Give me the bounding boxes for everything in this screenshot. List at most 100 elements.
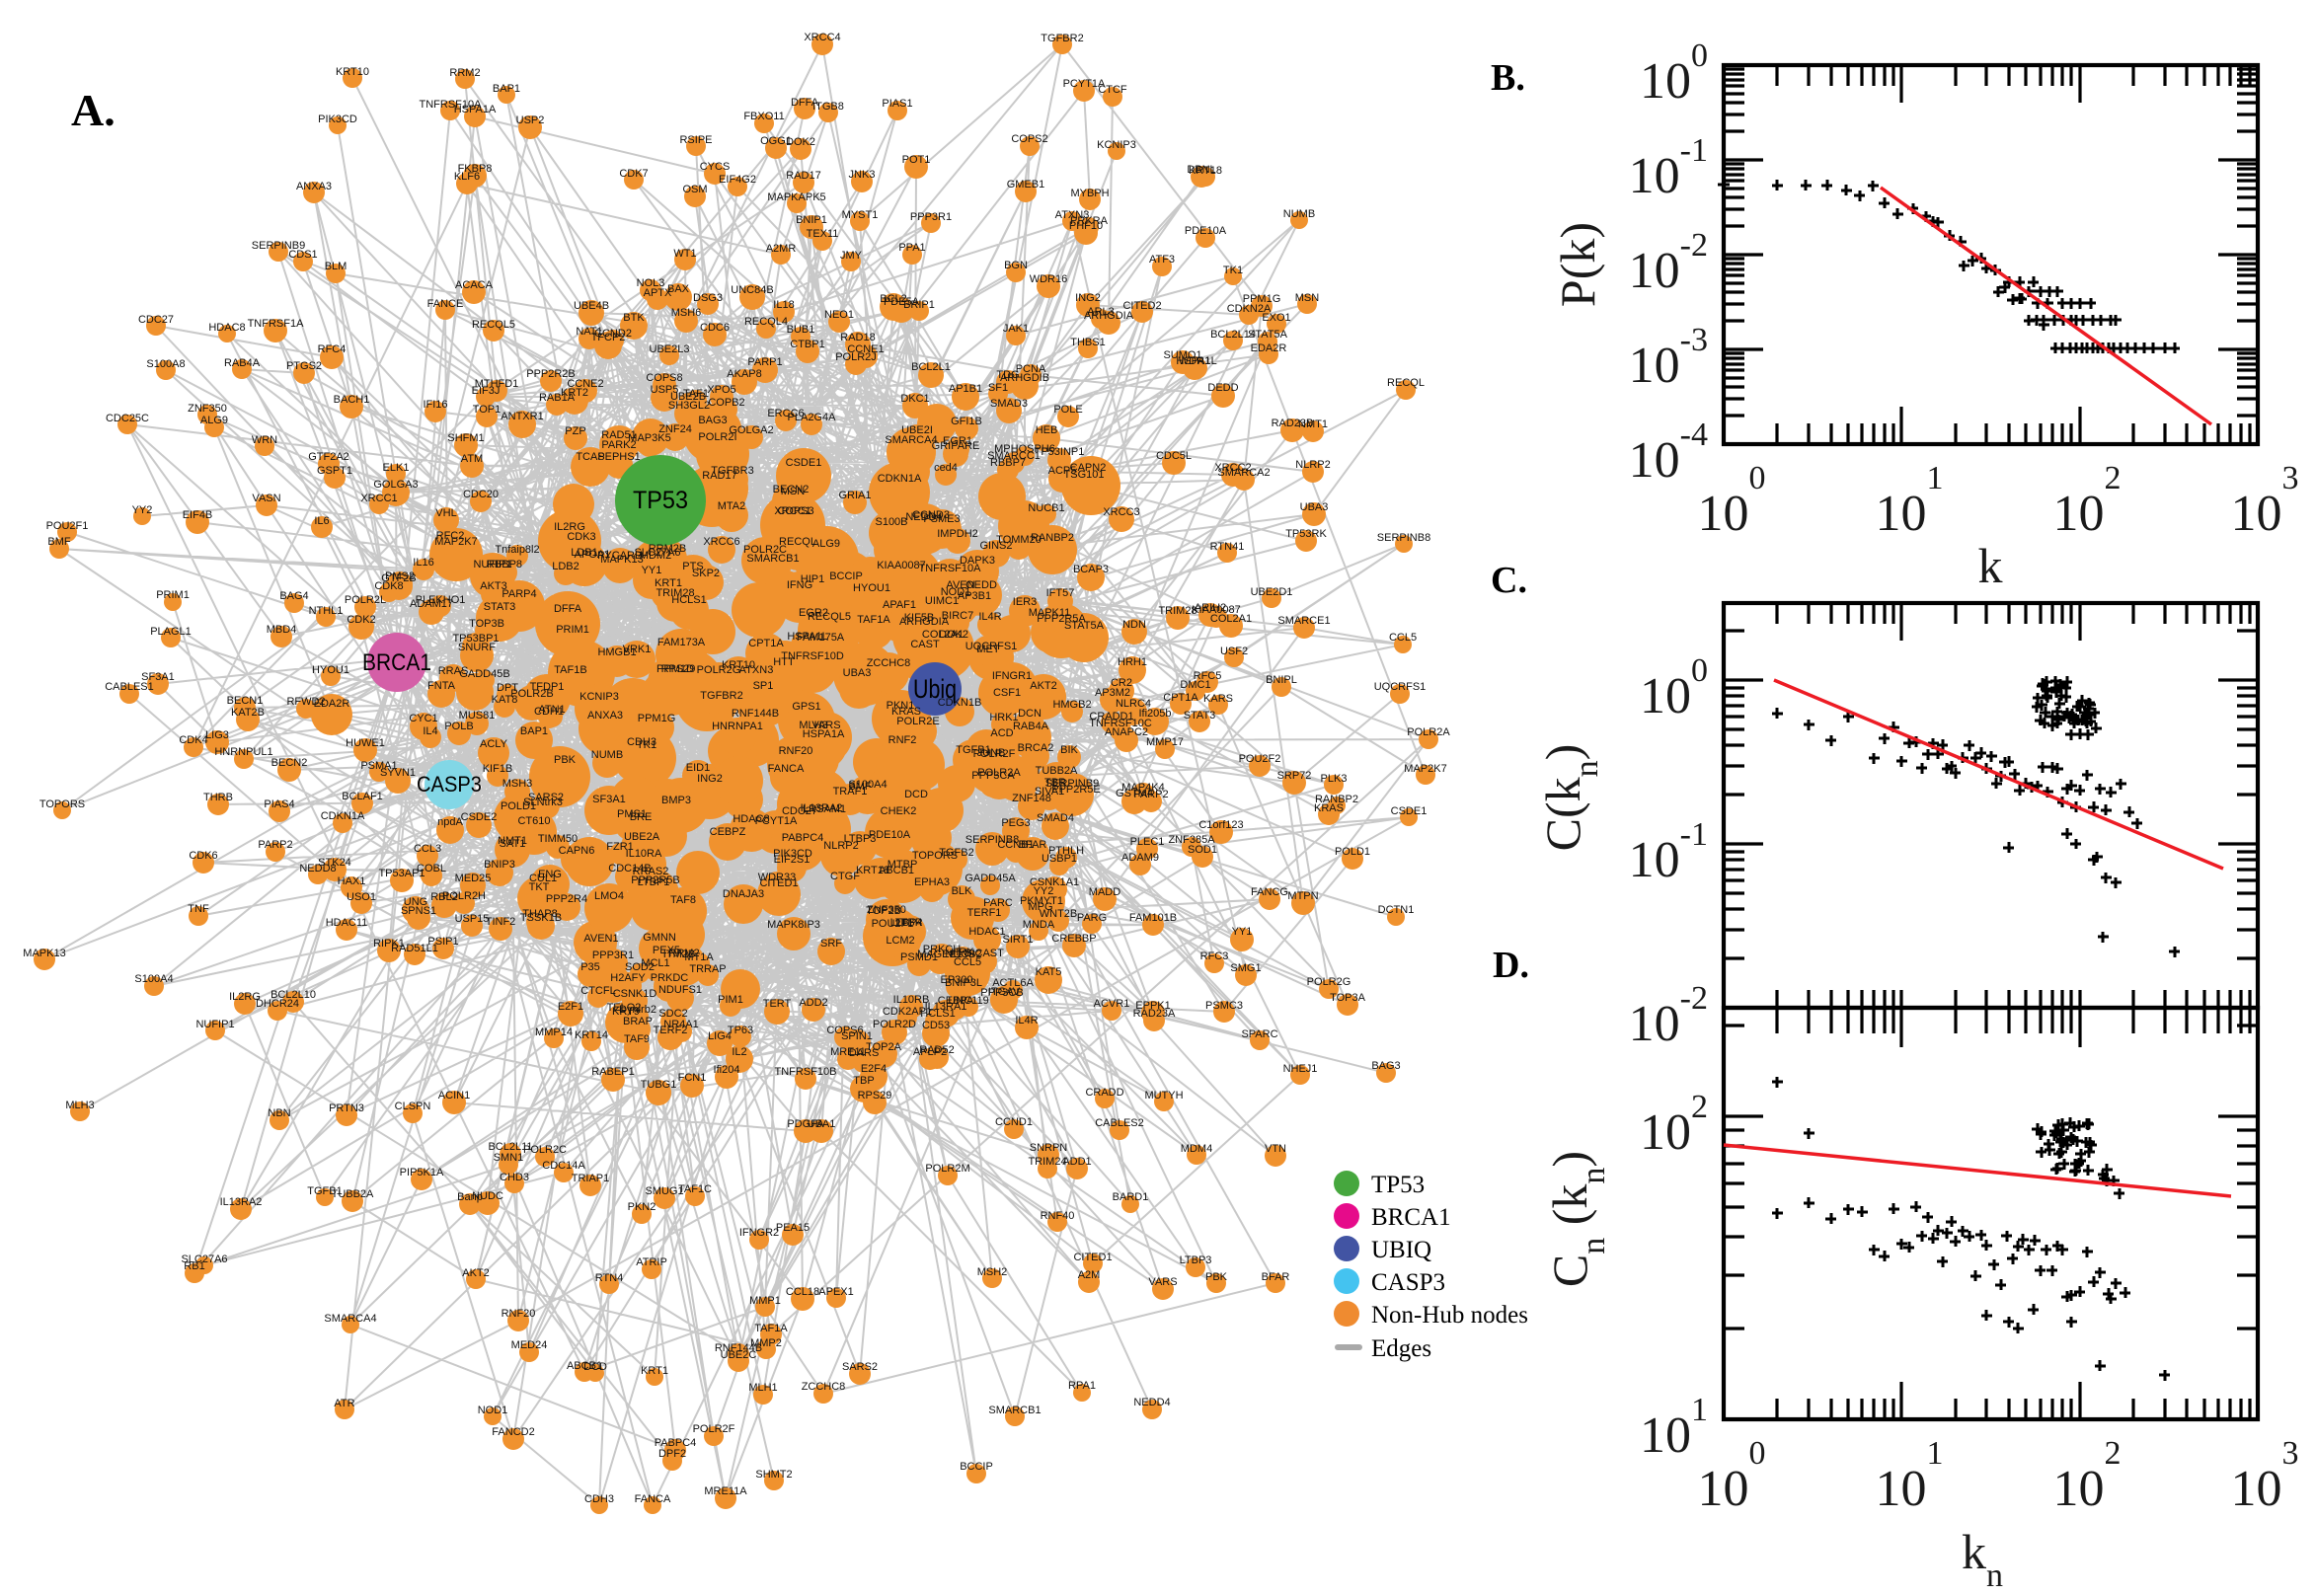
svg-text:TRIAP1: TRIAP1 (572, 1173, 610, 1184)
svg-text:CSDE1: CSDE1 (786, 457, 822, 469)
svg-text:CAST: CAST (910, 639, 940, 650)
svg-text:PMS2: PMS2 (385, 570, 415, 582)
svg-text:CSF1: CSF1 (993, 687, 1021, 699)
svg-text:NTHL1: NTHL1 (309, 605, 344, 617)
svg-text:PLEKHO1: PLEKHO1 (416, 594, 466, 606)
svg-text:CDKN1B: CDKN1B (938, 697, 982, 709)
svg-text:CDH3: CDH3 (584, 1493, 614, 1505)
svg-text:HNRNPA1: HNRNPA1 (712, 721, 763, 732)
svg-text:RFC2: RFC2 (436, 530, 465, 542)
svg-text:RNF20: RNF20 (502, 1308, 536, 1320)
svg-text:SP1: SP1 (753, 680, 774, 692)
svg-text:CSDE1: CSDE1 (1391, 805, 1428, 817)
svg-text:USO1: USO1 (347, 891, 376, 903)
svg-text:THRB: THRB (203, 792, 233, 803)
svg-text:BECN1: BECN1 (227, 695, 264, 707)
svg-text:HRK1: HRK1 (989, 712, 1018, 723)
svg-text:SMARCE1: SMARCE1 (1277, 615, 1330, 627)
svg-text:BCL2L10: BCL2L10 (270, 989, 316, 1001)
svg-text:FANCE: FANCE (427, 298, 464, 310)
svg-text:GRIPARE: GRIPARE (932, 440, 980, 452)
svg-text:TOPORS: TOPORS (39, 798, 85, 810)
svg-text:NOL3: NOL3 (637, 277, 665, 289)
svg-text:PKN2: PKN2 (628, 1201, 656, 1213)
svg-text:SARS2: SARS2 (528, 792, 564, 803)
svg-text:TP53AP1: TP53AP1 (378, 868, 425, 879)
svg-text:STAT5A: STAT5A (1248, 329, 1288, 341)
svg-text:MUTYH: MUTYH (1144, 1090, 1183, 1102)
svg-text:FAM175A: FAM175A (797, 632, 845, 644)
svg-text:ATF3: ATF3 (1149, 254, 1175, 266)
svg-text:MTA2: MTA2 (718, 500, 746, 512)
svg-text:CASP3: CASP3 (417, 772, 482, 797)
svg-text:ABCB1: ABCB1 (567, 1360, 602, 1372)
svg-text:LTBP3: LTBP3 (844, 833, 877, 845)
svg-text:CDC14B: CDC14B (608, 863, 651, 874)
svg-text:PARP2: PARP2 (1133, 789, 1168, 800)
svg-text:CHD3: CHD3 (500, 1172, 529, 1183)
svg-text:MAP4K4: MAP4K4 (1121, 782, 1164, 794)
svg-text:RNF40: RNF40 (1041, 1210, 1075, 1222)
svg-text:TP63: TP63 (728, 1025, 753, 1036)
svg-text:Ifi204: Ifi204 (714, 1064, 740, 1076)
svg-text:SDC2: SDC2 (658, 1008, 687, 1020)
svg-text:TGFB2: TGFB2 (939, 847, 973, 859)
svg-text:IFT57: IFT57 (1046, 587, 1075, 599)
svg-text:TGFB1: TGFB1 (956, 744, 990, 756)
svg-text:RNF144B: RNF144B (715, 1342, 762, 1354)
svg-text:THBS1: THBS1 (1070, 337, 1105, 348)
svg-text:BFAR: BFAR (1019, 839, 1047, 851)
svg-text:ITM2B: ITM2B (663, 949, 695, 960)
svg-text:MSH2: MSH2 (977, 1266, 1008, 1278)
svg-text:S100A4: S100A4 (134, 973, 173, 985)
svg-text:P(k): P(k) (1550, 222, 1605, 307)
svg-text:GPS1: GPS1 (792, 701, 820, 713)
svg-text:BCAP3: BCAP3 (1073, 564, 1109, 575)
svg-text:CDC27: CDC27 (782, 805, 817, 817)
svg-text:UBE2D1: UBE2D1 (1251, 586, 1293, 598)
svg-text:PIK3CD: PIK3CD (318, 114, 357, 125)
svg-text:BMF: BMF (47, 536, 71, 548)
svg-text:CTCF: CTCF (1098, 84, 1127, 96)
svg-text:ATXN3: ATXN3 (1055, 209, 1090, 221)
svg-text:A2MR: A2MR (766, 243, 797, 255)
svg-text:ARIH2: ARIH2 (1195, 602, 1226, 614)
svg-text:BNIP1: BNIP1 (796, 214, 827, 226)
svg-text:PSMC3: PSMC3 (1205, 1000, 1243, 1012)
svg-text:CSNK1A1: CSNK1A1 (1030, 876, 1079, 888)
svg-text:TRAF1: TRAF1 (833, 786, 868, 798)
svg-text:RBBP8: RBBP8 (487, 559, 522, 570)
svg-text:DCD: DCD (904, 789, 928, 800)
svg-text:TOP1: TOP1 (473, 404, 502, 416)
svg-text:CAPN6: CAPN6 (559, 845, 595, 857)
svg-text:SPNS1: SPNS1 (401, 905, 436, 917)
svg-text:POLR2E: POLR2E (896, 716, 939, 727)
svg-text:C1orf123: C1orf123 (1198, 819, 1243, 831)
svg-text:BMP3: BMP3 (661, 795, 691, 806)
svg-text:DNAJA3: DNAJA3 (723, 888, 764, 900)
svg-text:IL13RA2: IL13RA2 (220, 1196, 263, 1208)
svg-text:CDC25C: CDC25C (106, 413, 149, 424)
svg-text:PIAS4: PIAS4 (264, 798, 294, 810)
svg-text:DCTN1: DCTN1 (1378, 904, 1415, 916)
svg-text:DAPK3: DAPK3 (960, 555, 995, 567)
svg-text:PARC: PARC (983, 897, 1013, 909)
svg-text:GADD45A: GADD45A (965, 873, 1016, 884)
svg-text:MTPN: MTPN (1287, 890, 1318, 902)
svg-text:PLEC1: PLEC1 (1130, 836, 1165, 848)
svg-text:ZNF24: ZNF24 (658, 423, 692, 435)
svg-text:HCLS1: HCLS1 (671, 594, 706, 606)
svg-text:HMGB1: HMGB1 (597, 646, 636, 658)
svg-text:COPS6: COPS6 (826, 1025, 863, 1036)
svg-text:DCN: DCN (1018, 708, 1042, 720)
svg-text:BRCA2: BRCA2 (1018, 742, 1054, 754)
svg-text:SYVN1: SYVN1 (380, 767, 416, 779)
svg-text:BLK: BLK (952, 885, 972, 897)
svg-text:CYC1: CYC1 (409, 713, 437, 724)
svg-text:KARS: KARS (1203, 693, 1233, 705)
svg-text:ERCC6: ERCC6 (767, 408, 804, 419)
svg-text:MAP2K7: MAP2K7 (1404, 763, 1446, 775)
svg-text:AKT3: AKT3 (480, 580, 507, 592)
svg-text:PDE5A: PDE5A (884, 296, 920, 308)
svg-text:SMAD4: SMAD4 (1037, 812, 1074, 824)
